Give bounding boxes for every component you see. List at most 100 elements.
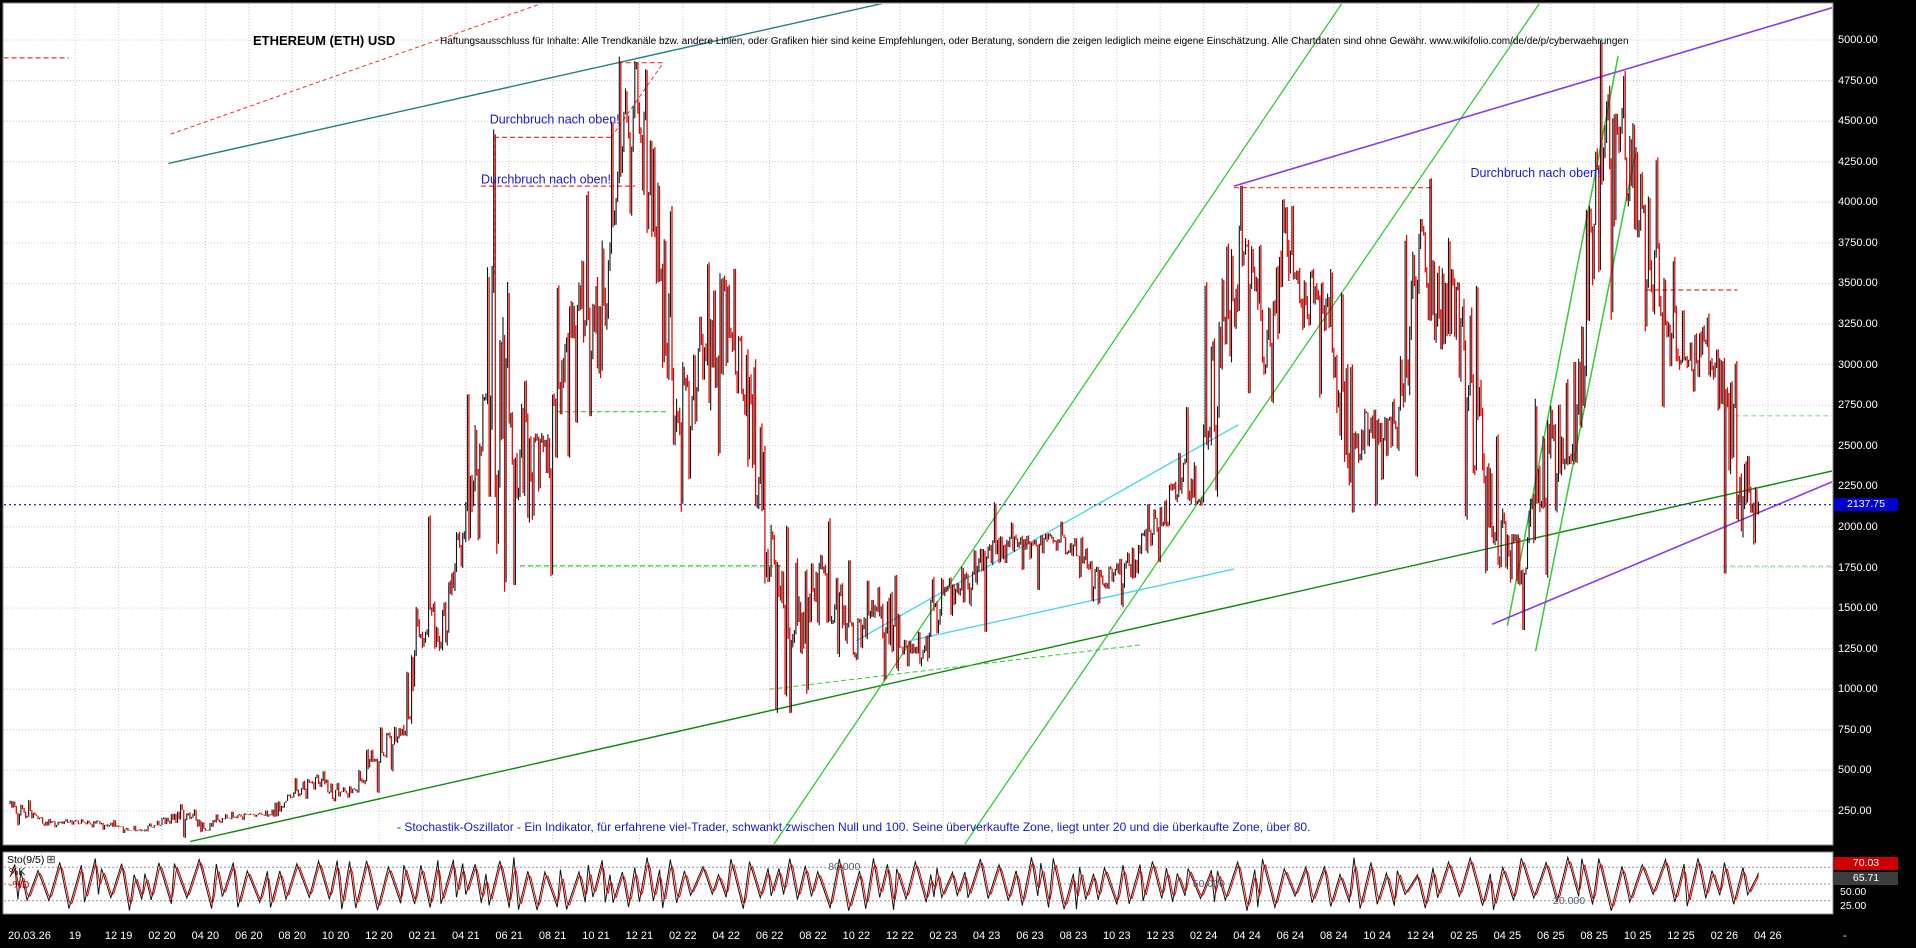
candles-up (9, 40, 1760, 838)
time-axis-label: 08 20 (278, 930, 306, 942)
time-axis-label: 02 21 (408, 930, 437, 942)
time-axis-first-label: 19 (68, 930, 82, 942)
time-axis-label: 12 25 (1667, 930, 1695, 942)
oscillator-k-label: %K (9, 866, 26, 878)
time-axis-label: 10 20 (321, 930, 350, 942)
price-axis-label: 3000.00 (1838, 358, 1878, 371)
time-axis-label: 08 23 (1059, 930, 1088, 942)
breakout-annotation: Durchbruch nach oben! (481, 173, 611, 187)
price-axis-label: 2500.00 (1838, 439, 1878, 452)
price-axis-label: 4000.00 (1838, 196, 1878, 209)
stochastic-k-badge: 70.03 (1834, 857, 1898, 870)
oscillator-level-label: 50.000 (1193, 878, 1225, 890)
price-axis-label: 1250.00 (1838, 642, 1878, 655)
price-axis-label: 2250.00 (1838, 480, 1878, 493)
price-axis-label: 2750.00 (1838, 399, 1878, 412)
price-axis-label: 3750.00 (1838, 236, 1878, 249)
current-price-badge: 2137.75 (1834, 498, 1898, 512)
price-axis-label: 250.00 (1838, 805, 1872, 817)
stochastic-d-value: 65.71 (1852, 872, 1880, 884)
price-axis-label: 750.00 (1838, 723, 1872, 736)
stochastic-note: - Stochastik-Oszillator - Ein Indikator,… (397, 820, 1311, 834)
candles-down (11, 43, 1758, 838)
price-axis-label: 4500.00 (1838, 115, 1878, 128)
chart-title: ETHEREUM (ETH) USD (253, 33, 396, 48)
time-axis-label: 06 25 (1537, 930, 1565, 942)
price-axis-label: 5000.00 (1838, 34, 1878, 46)
time-axis-label: 10 24 (1363, 930, 1391, 942)
time-axis-label: 04 24 (1233, 930, 1261, 942)
time-axis-label: 06 21 (495, 930, 523, 942)
time-axis-label: 12 21 (625, 930, 654, 942)
time-axis-label: 12 24 (1406, 930, 1435, 942)
time-axis-label: 06 24 (1276, 930, 1305, 942)
price-axis-label: 1750.00 (1838, 561, 1878, 574)
disclaimer-text: Haftungsausschluss für Inhalte: Alle Tre… (440, 36, 1629, 47)
time-axis-end-mark: - (1843, 930, 1847, 942)
stochastic-d-line (9, 860, 1759, 908)
breakout-annotation: Durchbruch nach oben! (1471, 166, 1601, 180)
oscillator-panel (2, 851, 1834, 915)
time-axis-label: 02 24 (1189, 930, 1218, 942)
price-axis-label: 2000.00 (1838, 520, 1878, 533)
time-axis-label: 04 21 (452, 930, 480, 942)
time-axis-label: 08 24 (1320, 930, 1348, 942)
red-dashed-channel-line (170, 4, 542, 135)
time-axis-label: 06 20 (235, 930, 263, 942)
time-axis-label: 12 20 (365, 930, 393, 942)
cyan-lower-line (910, 568, 1235, 642)
stochastic-d-badge: 65.71 (1834, 872, 1898, 885)
time-axis-label: 12 22 (886, 930, 914, 942)
time-axis-label: 08 21 (538, 930, 567, 942)
time-axis-label: 12 23 (1146, 930, 1174, 942)
time-axis-label: 02 23 (929, 930, 957, 942)
teal-resistance-line (168, 4, 884, 165)
time-axis-label: 04 22 (712, 930, 740, 942)
price-axis-label: 4750.00 (1838, 74, 1878, 87)
time-axis-label: 08 25 (1580, 930, 1608, 942)
date-stamp: 20.03.26 (8, 930, 51, 942)
time-axis-label: 04 25 (1493, 930, 1522, 942)
price-axis-label: 4250.00 (1838, 155, 1878, 168)
oscillator-d-label: -%D (9, 879, 30, 891)
time-axis-label: 06 22 (755, 930, 784, 942)
time-axis-label: 02 22 (669, 930, 697, 942)
time-axis-label: 10 21 (582, 930, 610, 942)
time-axis-label: 08 22 (799, 930, 827, 942)
time-axis-label: 04 20 (191, 930, 220, 942)
price-axis-label: 500.00 (1838, 764, 1872, 777)
time-axis-label: 10 25 (1623, 930, 1652, 942)
breakout-annotation: Durchbruch nach oben! (490, 112, 620, 126)
red-dashed-peak-connector (610, 62, 664, 138)
time-axis-label: 12 19 (104, 930, 133, 942)
violet-upper-line (1233, 6, 1832, 187)
stochastic-k-value: 70.03 (1852, 857, 1880, 869)
time-axis-label: 02 25 (1450, 930, 1478, 942)
oscillator-scale-25: 25.00 (1840, 900, 1867, 912)
lime-steep-line-1 (773, 4, 1343, 844)
time-axis-label: 02 26 (1710, 930, 1739, 942)
oscillator-name: Sto(9/5) (7, 854, 45, 866)
time-axis-label: 04 23 (972, 930, 1001, 942)
price-axis-label: 3500.00 (1838, 277, 1878, 290)
price-plot-layer: Durchbruch nach oben! Durchbruch nach obe… (4, 4, 1832, 844)
oscillator-level-label: 20.000 (1553, 895, 1585, 907)
stochastic-k-line (9, 855, 1759, 911)
violet-lower-line (1491, 481, 1832, 626)
price-axis-label: 3250.00 (1838, 318, 1878, 331)
cyan-upper-line (856, 424, 1239, 642)
time-axis-label: 10 22 (842, 930, 871, 942)
lime-short-line-a (1506, 56, 1619, 627)
lime-short-line-b (1534, 153, 1637, 652)
oscillator-level-label: 80.000 (828, 861, 860, 873)
time-axis-label: 10 23 (1103, 930, 1131, 942)
long-green-support-line (190, 470, 1832, 843)
grid-icon[interactable]: ⊞ (46, 854, 56, 866)
oscillator-plot-layer: 80.000 50.000 20.000 (4, 855, 1832, 911)
price-axis-label: 1500.00 (1838, 602, 1878, 615)
time-axis-label: 06 23 (1016, 930, 1044, 942)
lime-steep-line-2 (964, 4, 1540, 844)
time-axis-label: 02 20 (148, 930, 176, 942)
